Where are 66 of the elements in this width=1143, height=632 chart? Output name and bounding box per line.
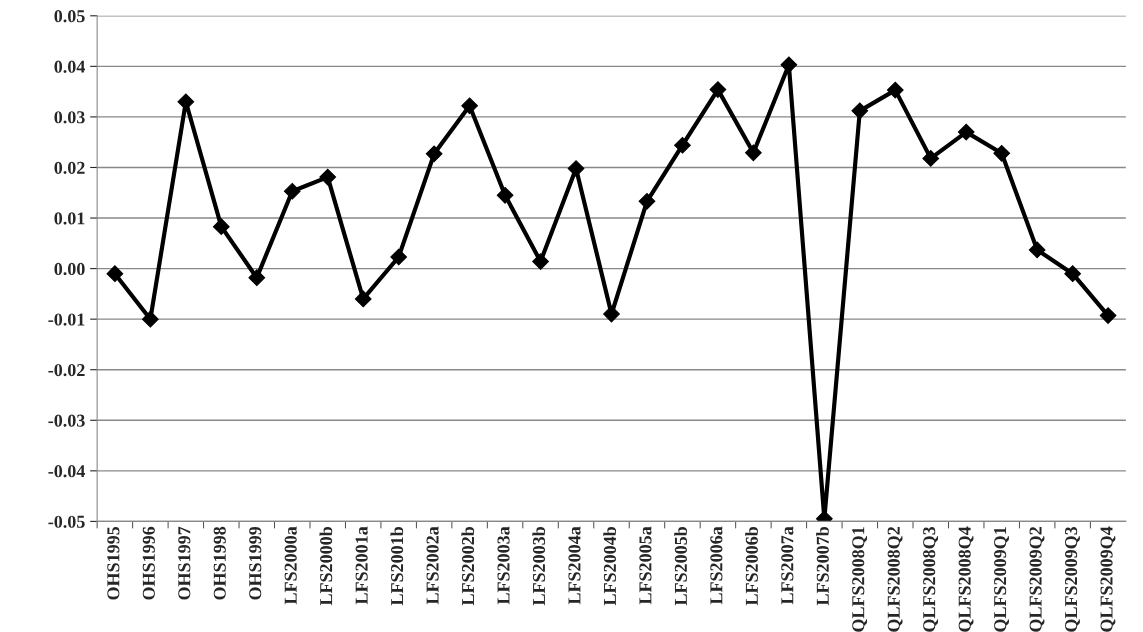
x-tick-label: OHS1997 [178,526,191,600]
x-tick-label: QLFS2008Q1 [852,527,868,632]
point [745,144,762,162]
x-tick-label: LFS2006a [710,526,723,605]
point [141,310,159,328]
x-tick-label: OHS1999 [249,526,262,600]
point [425,145,443,163]
x-tick-label: OHS1995 [107,526,120,600]
x-tick-label: LFS2007a [781,526,794,605]
x-tick-label: LFS2007b [816,526,829,606]
point [496,186,514,204]
x-tick-label: OHS1998 [213,526,226,600]
point [603,305,620,323]
point [922,150,940,167]
x-tick-label: LFS2003b [532,526,546,606]
x-tick-label: LFS2005a [639,526,652,605]
y-tick-label: -0.05 [48,515,85,528]
x-tick-label: LFS2001a [355,526,368,605]
point [461,97,478,115]
point [212,218,230,236]
point [1028,241,1046,259]
x-tick-label: LFS2005b [674,526,687,606]
x-tick-label: QLFS2008Q4 [958,526,974,632]
point [354,290,372,308]
point [674,136,691,154]
point [638,192,656,210]
y-tick-label: -0.03 [48,414,85,427]
y-tick-label: 0.01 [54,212,85,225]
point [957,123,975,141]
point [993,144,1011,162]
y-tick-label: 0.04 [54,60,86,73]
x-tick-label: LFS2001b [390,526,404,606]
point [319,168,337,186]
x-tick-label: LFS2003a [497,526,510,605]
x-tick-label: LFS2002b [461,526,475,606]
y-tick-label: 0.02 [54,161,85,174]
point [283,182,301,200]
point [390,248,408,266]
x-tick-label: LFS2004a [568,526,581,605]
x-tick-label: LFS2004b [603,526,617,606]
point [1064,265,1082,283]
point [709,81,727,98]
point [532,253,549,270]
x-tick-label: LFS2000b [319,526,333,606]
y-tick-label: -0.02 [48,363,85,377]
x-tick-label: QLFS2009Q4 [1100,526,1116,632]
x-tick-label: QLFS2008Q3 [923,526,939,632]
x-tick-label: QLFS2008Q2 [887,527,903,632]
y-tick-label: -0.01 [48,313,85,326]
y-tick-label: 0.03 [54,111,85,124]
x-tick-label: LFS2002a [426,526,439,605]
point [1099,307,1117,324]
point [851,102,869,120]
x-tick-label: OHS1996 [142,526,155,600]
point [248,269,266,287]
point [567,160,585,177]
point [886,81,904,99]
x-tick-label: QLFS2009Q1 [994,527,1009,632]
x-tick-label: QLFS2009Q2 [1029,527,1045,632]
point [106,265,124,283]
x-tick-label: QLFS2009Q3 [1064,526,1080,632]
y-tick-label: -0.04 [48,465,86,478]
x-tick-label: LFS2006b [745,526,758,606]
y-tick-label: 0.00 [54,262,85,276]
x-tick-label: LFS2000a [284,526,297,605]
y-tick-label: 0.05 [54,10,85,23]
